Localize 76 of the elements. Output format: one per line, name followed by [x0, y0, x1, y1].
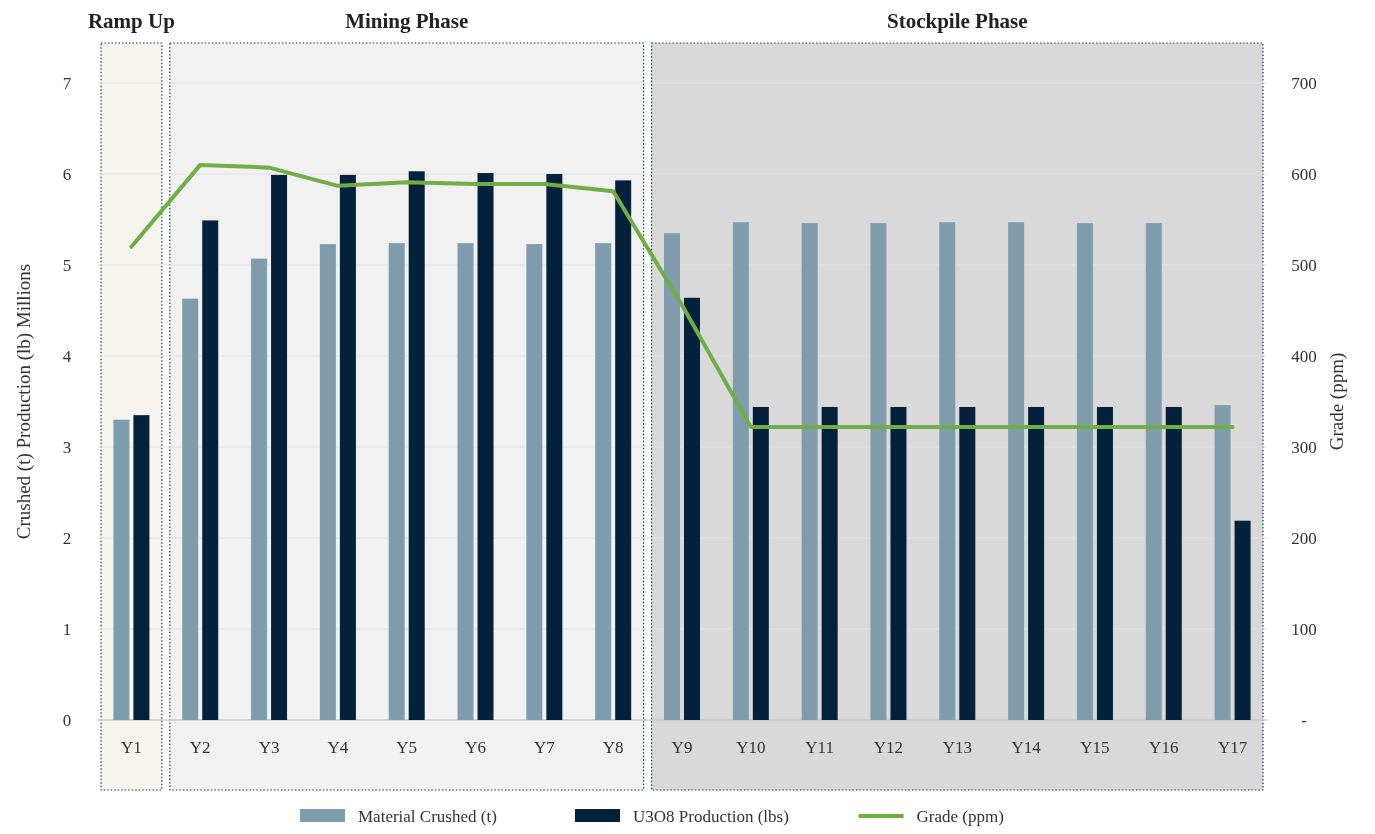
line-series — [129, 162, 1235, 429]
y2-axis-title: Grade (ppm) — [1326, 352, 1348, 451]
y-axis-title: Crushed (t) Production (lb) Millions — [13, 263, 35, 540]
y2-tick-label: 700 — [1291, 74, 1317, 93]
x-tick-label: Y14 — [1011, 738, 1042, 757]
bar — [408, 171, 425, 720]
y2-tick-label: - — [1301, 711, 1308, 730]
x-tick-label: Y16 — [1149, 738, 1179, 757]
bar — [732, 222, 749, 720]
y2-tick-label: 400 — [1291, 347, 1317, 366]
bar — [1165, 406, 1182, 720]
bar — [870, 223, 887, 720]
band-label: Mining Phase — [345, 9, 469, 33]
bar — [595, 243, 612, 720]
bar — [752, 406, 769, 720]
y-tick-label: 6 — [62, 165, 72, 184]
bar — [959, 406, 976, 720]
band-label: Ramp Up — [87, 9, 175, 33]
y-tick-label: 5 — [62, 256, 72, 275]
y-tick-label: 1 — [62, 620, 72, 639]
x-tick-label: Y4 — [327, 738, 349, 757]
bar — [939, 222, 956, 720]
bar — [1076, 223, 1093, 720]
bar — [319, 244, 336, 720]
bar — [801, 223, 818, 720]
y-tick-label: 0 — [62, 711, 72, 730]
x-tick-label: Y8 — [602, 738, 624, 757]
y2-tick-label: 500 — [1291, 256, 1317, 275]
x-tick-label: Y12 — [873, 738, 904, 757]
x-tick-label: Y6 — [465, 738, 486, 757]
bar — [664, 233, 680, 720]
y-tick-label: 7 — [62, 74, 72, 93]
x-tick-label: Y1 — [121, 738, 142, 757]
y2-tick-label: 300 — [1291, 438, 1317, 457]
bar — [1096, 406, 1113, 720]
x-tick-label: Y10 — [736, 738, 766, 757]
bar — [182, 298, 199, 720]
x-tick-label: Y5 — [396, 738, 418, 757]
y2-tick-label: 600 — [1291, 165, 1317, 184]
bar — [251, 258, 268, 720]
y2-tick-label: 200 — [1291, 529, 1317, 548]
bar — [1028, 406, 1045, 720]
x-tick-label: Y15 — [1080, 738, 1110, 757]
bar — [113, 419, 130, 720]
bar — [133, 415, 150, 720]
x-tick-label: Y3 — [258, 738, 280, 757]
x-tick-label: Y11 — [805, 738, 834, 757]
bar — [821, 406, 838, 720]
bar — [477, 173, 494, 720]
band-label: Stockpile Phase — [887, 9, 1028, 33]
x-tick-label: Y7 — [533, 738, 556, 757]
bar — [202, 220, 219, 720]
bar — [1214, 405, 1231, 720]
bar — [526, 244, 543, 720]
y-tick-label: 3 — [62, 438, 72, 457]
y-tick-label: 2 — [62, 529, 72, 548]
x-tick-label: Y2 — [189, 738, 211, 757]
x-tick-label: Y13 — [942, 738, 972, 757]
legend-label: Grade (ppm) — [916, 807, 1004, 826]
bar — [1234, 520, 1251, 720]
legend-label: Material Crushed (t) — [358, 807, 497, 826]
bar — [615, 180, 632, 720]
bar — [890, 406, 907, 720]
legend-label: U3O8 Production (lbs) — [633, 807, 789, 826]
bar — [684, 297, 700, 720]
bar — [457, 243, 474, 720]
bar — [388, 243, 405, 720]
bar — [271, 174, 288, 720]
x-tick-label: Y9 — [671, 738, 693, 757]
bar — [546, 174, 563, 720]
y2-tick-label: 100 — [1291, 620, 1317, 639]
y-tick-label: 4 — [62, 347, 72, 366]
bar — [1008, 222, 1025, 720]
bar — [1145, 223, 1162, 720]
bar — [339, 174, 356, 720]
x-tick-label: Y17 — [1217, 738, 1248, 757]
